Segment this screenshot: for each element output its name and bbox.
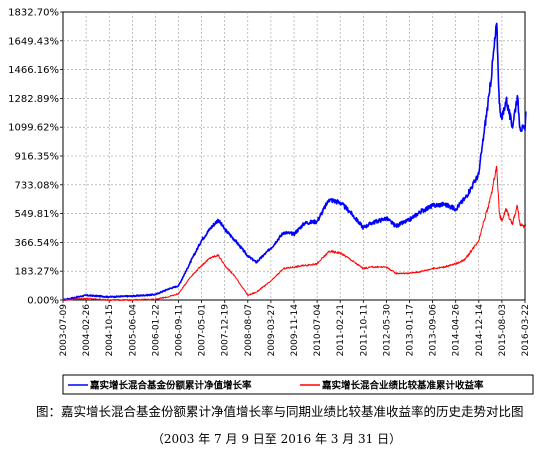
y-tick-label: 366.54%: [15, 238, 60, 249]
y-tick-label: 183.27%: [15, 267, 60, 278]
x-tick-label: 2009-11-14: [290, 304, 300, 357]
x-tick-label: 2006-01-22: [151, 304, 161, 356]
series-line-fund: [62, 22, 527, 302]
legend: 嘉实增长混合基金份额累计净值增长率 嘉实增长混合业绩比较基准累计收益率: [62, 374, 534, 395]
x-tick-label: 2003-07-09: [59, 304, 69, 357]
legend-label-fund: 嘉实增长混合基金份额累计净值增长率: [89, 380, 252, 392]
x-tick-label: 2005-06-04: [128, 304, 138, 357]
x-axis: 2003-07-09 2004-02-26 2004-10-15 2005-06-04…: [59, 300, 531, 356]
y-tick-label: 1466.16%: [8, 65, 59, 76]
x-tick-label: 2004-02-26: [82, 304, 92, 357]
y-tick-label: 1099.62%: [8, 123, 59, 134]
x-tick-label: 2007-05-01: [198, 304, 208, 356]
chart-caption-date-range: （2003 年 7 月 9 日至 2016 年 3 月 31 日）: [151, 432, 402, 446]
y-tick-label: 1832.70%: [8, 8, 59, 19]
x-tick-label: 2011-10-11: [359, 304, 369, 356]
x-tick-label: 2013-09-06: [429, 304, 439, 357]
x-tick-label: 2011-02-21: [336, 304, 346, 356]
y-tick-label: 0.00%: [27, 296, 59, 307]
x-tick-label: 2012-05-30: [382, 304, 392, 357]
y-tick-label: 1649.43%: [8, 36, 59, 47]
y-tick-label: 549.81%: [15, 209, 60, 220]
x-tick-label: 2016-03-22: [521, 304, 531, 356]
x-tick-label: 2014-04-26: [452, 304, 462, 357]
x-tick-label: 2009-03-27: [267, 304, 277, 356]
y-tick-label: 916.35%: [15, 152, 60, 163]
legend-label-benchmark: 嘉实增长混合业绩比较基准累计收益率: [321, 380, 484, 392]
chart-caption: 图：嘉实增长混合基金份额累计净值增长率与同期业绩比较基准收益率的历史走势对比图: [36, 404, 524, 419]
grid: [63, 12, 525, 300]
x-tick-label: 2004-10-15: [105, 304, 115, 356]
x-tick-label: 2007-12-19: [221, 304, 231, 357]
x-tick-label: 2014-12-14: [475, 304, 485, 357]
series-group: [62, 22, 527, 302]
y-tick-label: 733.08%: [15, 180, 60, 191]
x-tick-label: 2015-08-03: [498, 304, 508, 356]
y-axis: 1832.70% 1649.43% 1466.16% 1282.89% 1099.62%…: [8, 8, 63, 307]
x-tick-label: 2013-01-17: [406, 304, 416, 356]
y-tick-label: 1282.89%: [8, 94, 59, 105]
x-tick-label: 2006-09-11: [175, 304, 185, 356]
series-line-benchmark: [62, 165, 527, 302]
legend-box: [62, 374, 534, 395]
x-tick-label: 2008-08-07: [244, 304, 254, 356]
x-tick-label: 2010-07-04: [313, 304, 323, 357]
